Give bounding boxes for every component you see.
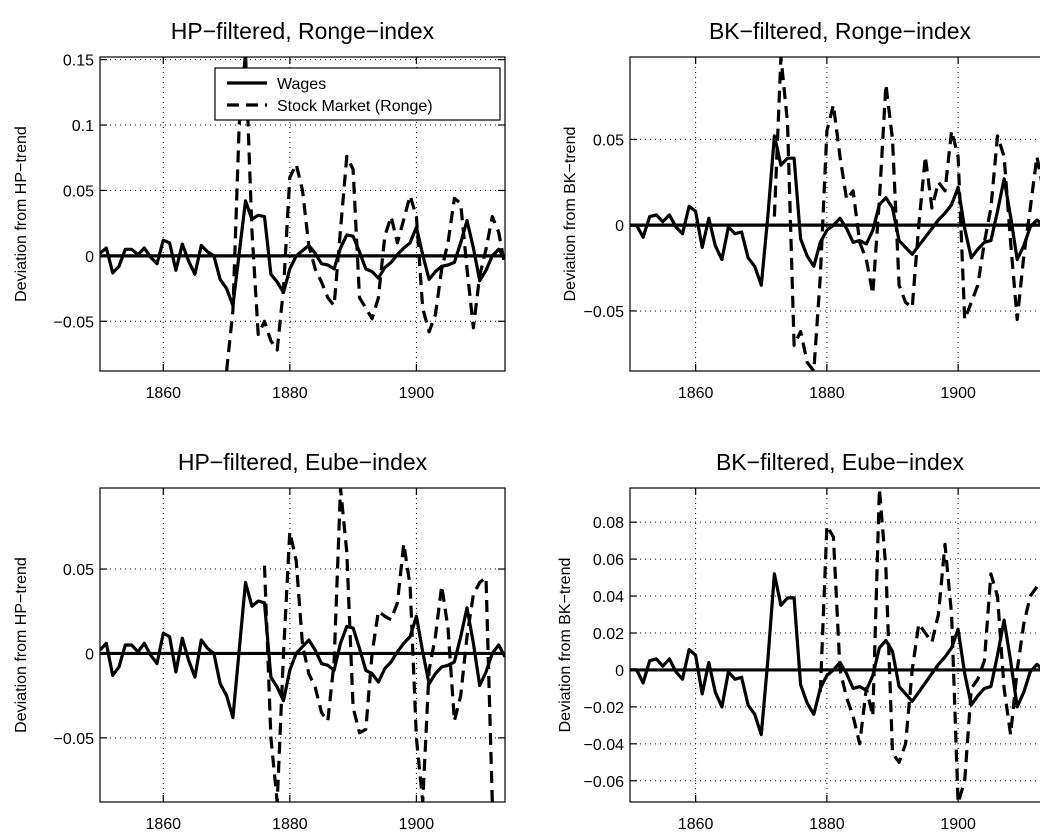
y-tick-label: 0.08: [593, 515, 624, 532]
x-tick-label: 1900: [399, 816, 435, 833]
y-tick-label: 0: [615, 663, 624, 680]
x-tick-label: 1860: [145, 816, 181, 833]
y-tick-label: 0: [85, 646, 94, 663]
panel-bk-eube: 1860 1880 1900 −0.06 −0.04 −0.02 0 0.02 0.04 0.06…: [557, 449, 1040, 833]
panel-hp-eube: 1860 1880 1900 −0.05 0 0.05 HP−filtered, Eube−…: [13, 449, 506, 833]
series-wages-line: [100, 580, 505, 720]
x-tick-label: 1880: [809, 816, 845, 833]
axes-frame: [629, 487, 1040, 803]
x-tick-label: 1900: [940, 385, 976, 402]
legend-label-wages: Wages: [277, 76, 326, 93]
plot-area: [630, 488, 1040, 802]
y-tick-label: 0.05: [593, 132, 624, 149]
y-axis-label: Deviation from BK−trend: [557, 558, 574, 733]
series-wages-line: [100, 199, 505, 308]
y-tick-label: 0.04: [593, 589, 624, 606]
y-tick-label: −0.05: [54, 731, 95, 748]
y-tick-label: 0.05: [63, 562, 94, 579]
y-tick-label: −0.05: [54, 314, 95, 331]
x-tick-label: 1880: [272, 385, 308, 402]
series-stock-market-line: [772, 57, 1040, 371]
legend: Wages Stock Market (Ronge): [214, 67, 501, 121]
y-tick-label: 0.15: [63, 53, 94, 70]
panel-hp-ronge: 1860 1880 1900 −0.05 0 0.05 0.1 0.15 HP−filtered…: [13, 18, 506, 402]
x-tick-label: 1860: [145, 385, 181, 402]
series-stock-market-line: [225, 57, 505, 371]
y-tick-label: −0.04: [584, 737, 625, 754]
x-tick-label: 1860: [678, 385, 714, 402]
y-axis-label: Deviation from HP−trend: [13, 557, 30, 733]
y-tick-label: 0.06: [593, 552, 624, 569]
y-tick-label: 0.05: [63, 183, 94, 200]
axes-frame: [99, 487, 506, 803]
chart-title: HP−filtered, Ronge−index: [171, 18, 435, 44]
y-tick-label: 0.1: [72, 118, 94, 135]
series-wages-line: [630, 134, 1040, 287]
y-tick-label: −0.02: [584, 700, 625, 717]
x-tick-label: 1860: [678, 816, 714, 833]
chart-title: HP−filtered, Eube−index: [178, 449, 428, 475]
x-tick-label: 1900: [399, 385, 435, 402]
legend-box: [214, 67, 501, 121]
y-axis-label: Deviation from HP−trend: [13, 126, 30, 302]
x-tick-label: 1880: [272, 816, 308, 833]
y-tick-label: 0: [615, 218, 624, 235]
chart-title: BK−filtered, Eube−index: [716, 449, 965, 475]
y-tick-label: −0.05: [584, 304, 625, 321]
y-tick-label: 0: [85, 249, 94, 266]
y-tick-label: −0.06: [584, 774, 625, 791]
chart-title: BK−filtered, Ronge−index: [709, 18, 972, 44]
legend-label-stock-market: Stock Market (Ronge): [277, 98, 433, 115]
panel-bk-ronge: 1860 1880 1900 −0.05 0 0.05 BK−filtered, Ronge…: [562, 18, 1040, 402]
y-tick-label: 0.02: [593, 626, 624, 643]
y-axis-label: Deviation from BK−trend: [562, 127, 579, 302]
x-tick-label: 1880: [809, 385, 845, 402]
axes-frame: [629, 56, 1040, 372]
x-tick-label: 1900: [940, 816, 976, 833]
axes-frame: [99, 56, 506, 372]
plot-area: [630, 57, 1040, 371]
